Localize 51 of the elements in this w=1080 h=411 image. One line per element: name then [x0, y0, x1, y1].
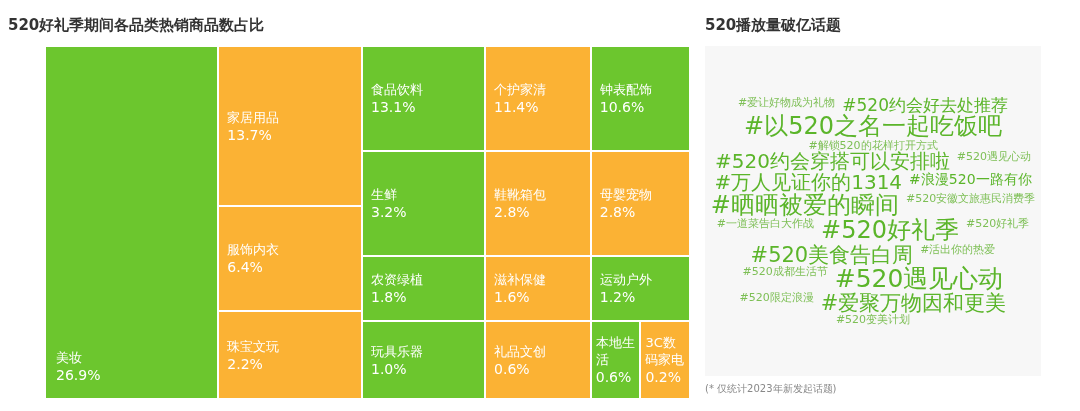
category-label: 鞋靴箱包 — [494, 186, 548, 203]
category-label: 礼品文创 — [494, 342, 548, 360]
category-label: 滋补保健 — [494, 271, 548, 288]
data-label: 6.4% — [227, 258, 264, 276]
category-label: #520安徽文旅惠民消费季 — [905, 192, 1036, 206]
text: (* 仅统计2023年新发起话题) — [705, 382, 838, 396]
category-label: 家居用品 — [227, 108, 281, 126]
category-label: 本地生活 — [595, 334, 636, 368]
data-label: 13.1% — [371, 98, 417, 116]
category-label: 食品饮料 — [371, 81, 424, 98]
data-label: 1.8% — [371, 288, 408, 306]
category-label: #爱让好物成为礼物 — [738, 95, 836, 109]
data-label: 0.6% — [595, 368, 633, 386]
category-label: 农资绿植 — [371, 271, 424, 288]
category-label: #活出你的热爱 — [920, 242, 996, 256]
category-label: 钟表配饰 — [599, 81, 653, 98]
category-label: #520成都生活节 — [742, 264, 828, 280]
data-label: 2.2% — [227, 354, 264, 373]
data-label: 11.4% — [494, 98, 540, 116]
category-label: 玩具乐器 — [371, 342, 424, 360]
data-label: 26.9% — [56, 366, 102, 384]
text: 520好礼季期间各品类热销商品数占比 — [8, 16, 266, 36]
data-label: 2.8% — [599, 203, 637, 221]
category-label: 服饰内衣 — [227, 241, 281, 258]
data-label: 1.0% — [371, 359, 408, 378]
category-label: #520限定浪漫 — [739, 290, 814, 306]
data-label: 3.2% — [371, 203, 408, 221]
category-label: 母婴宠物 — [599, 186, 653, 203]
category-label: #520好礼季 — [965, 217, 1030, 233]
data-label: 2.8% — [494, 203, 531, 221]
data-label: 0.2% — [645, 368, 682, 386]
data-label: 10.6% — [599, 98, 646, 116]
data-label: 1.6% — [494, 288, 531, 306]
data-label: 1.2% — [599, 288, 637, 306]
category-label: 运动户外 — [599, 271, 653, 288]
category-label: #520好礼季 — [821, 216, 959, 245]
category-label: #浪漫520一路有你 — [909, 171, 1032, 190]
data-label: 13.7% — [227, 125, 273, 144]
category-label: #一道菜告白大作战 — [716, 217, 815, 233]
category-label: 珠宝文玩 — [227, 337, 281, 355]
category-label: 生鲜 — [371, 186, 398, 203]
category-label: #爱聚万物因和更美 — [820, 290, 1007, 315]
category-label: #520约会好去处推荐 — [842, 94, 1008, 115]
category-label: 美妆 — [56, 349, 83, 366]
category-label: 个护家清 — [494, 81, 548, 98]
category-label: #520变美计划 — [835, 312, 911, 326]
category-label: 3C数码家电 — [645, 334, 686, 368]
text: 520播放量破亿话题 — [705, 16, 843, 36]
data-label: 0.6% — [494, 359, 531, 378]
category-label: #520遇见心动 — [956, 150, 1032, 166]
category-label: #520美食告白周 — [750, 242, 914, 267]
